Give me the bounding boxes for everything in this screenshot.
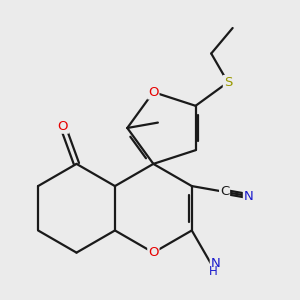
Text: S: S xyxy=(224,76,232,89)
Text: O: O xyxy=(58,120,68,133)
Text: C: C xyxy=(220,185,229,198)
Text: O: O xyxy=(148,246,159,259)
Text: H: H xyxy=(208,265,217,278)
Text: N: N xyxy=(211,256,220,270)
Text: N: N xyxy=(244,190,254,202)
Text: O: O xyxy=(148,85,159,99)
